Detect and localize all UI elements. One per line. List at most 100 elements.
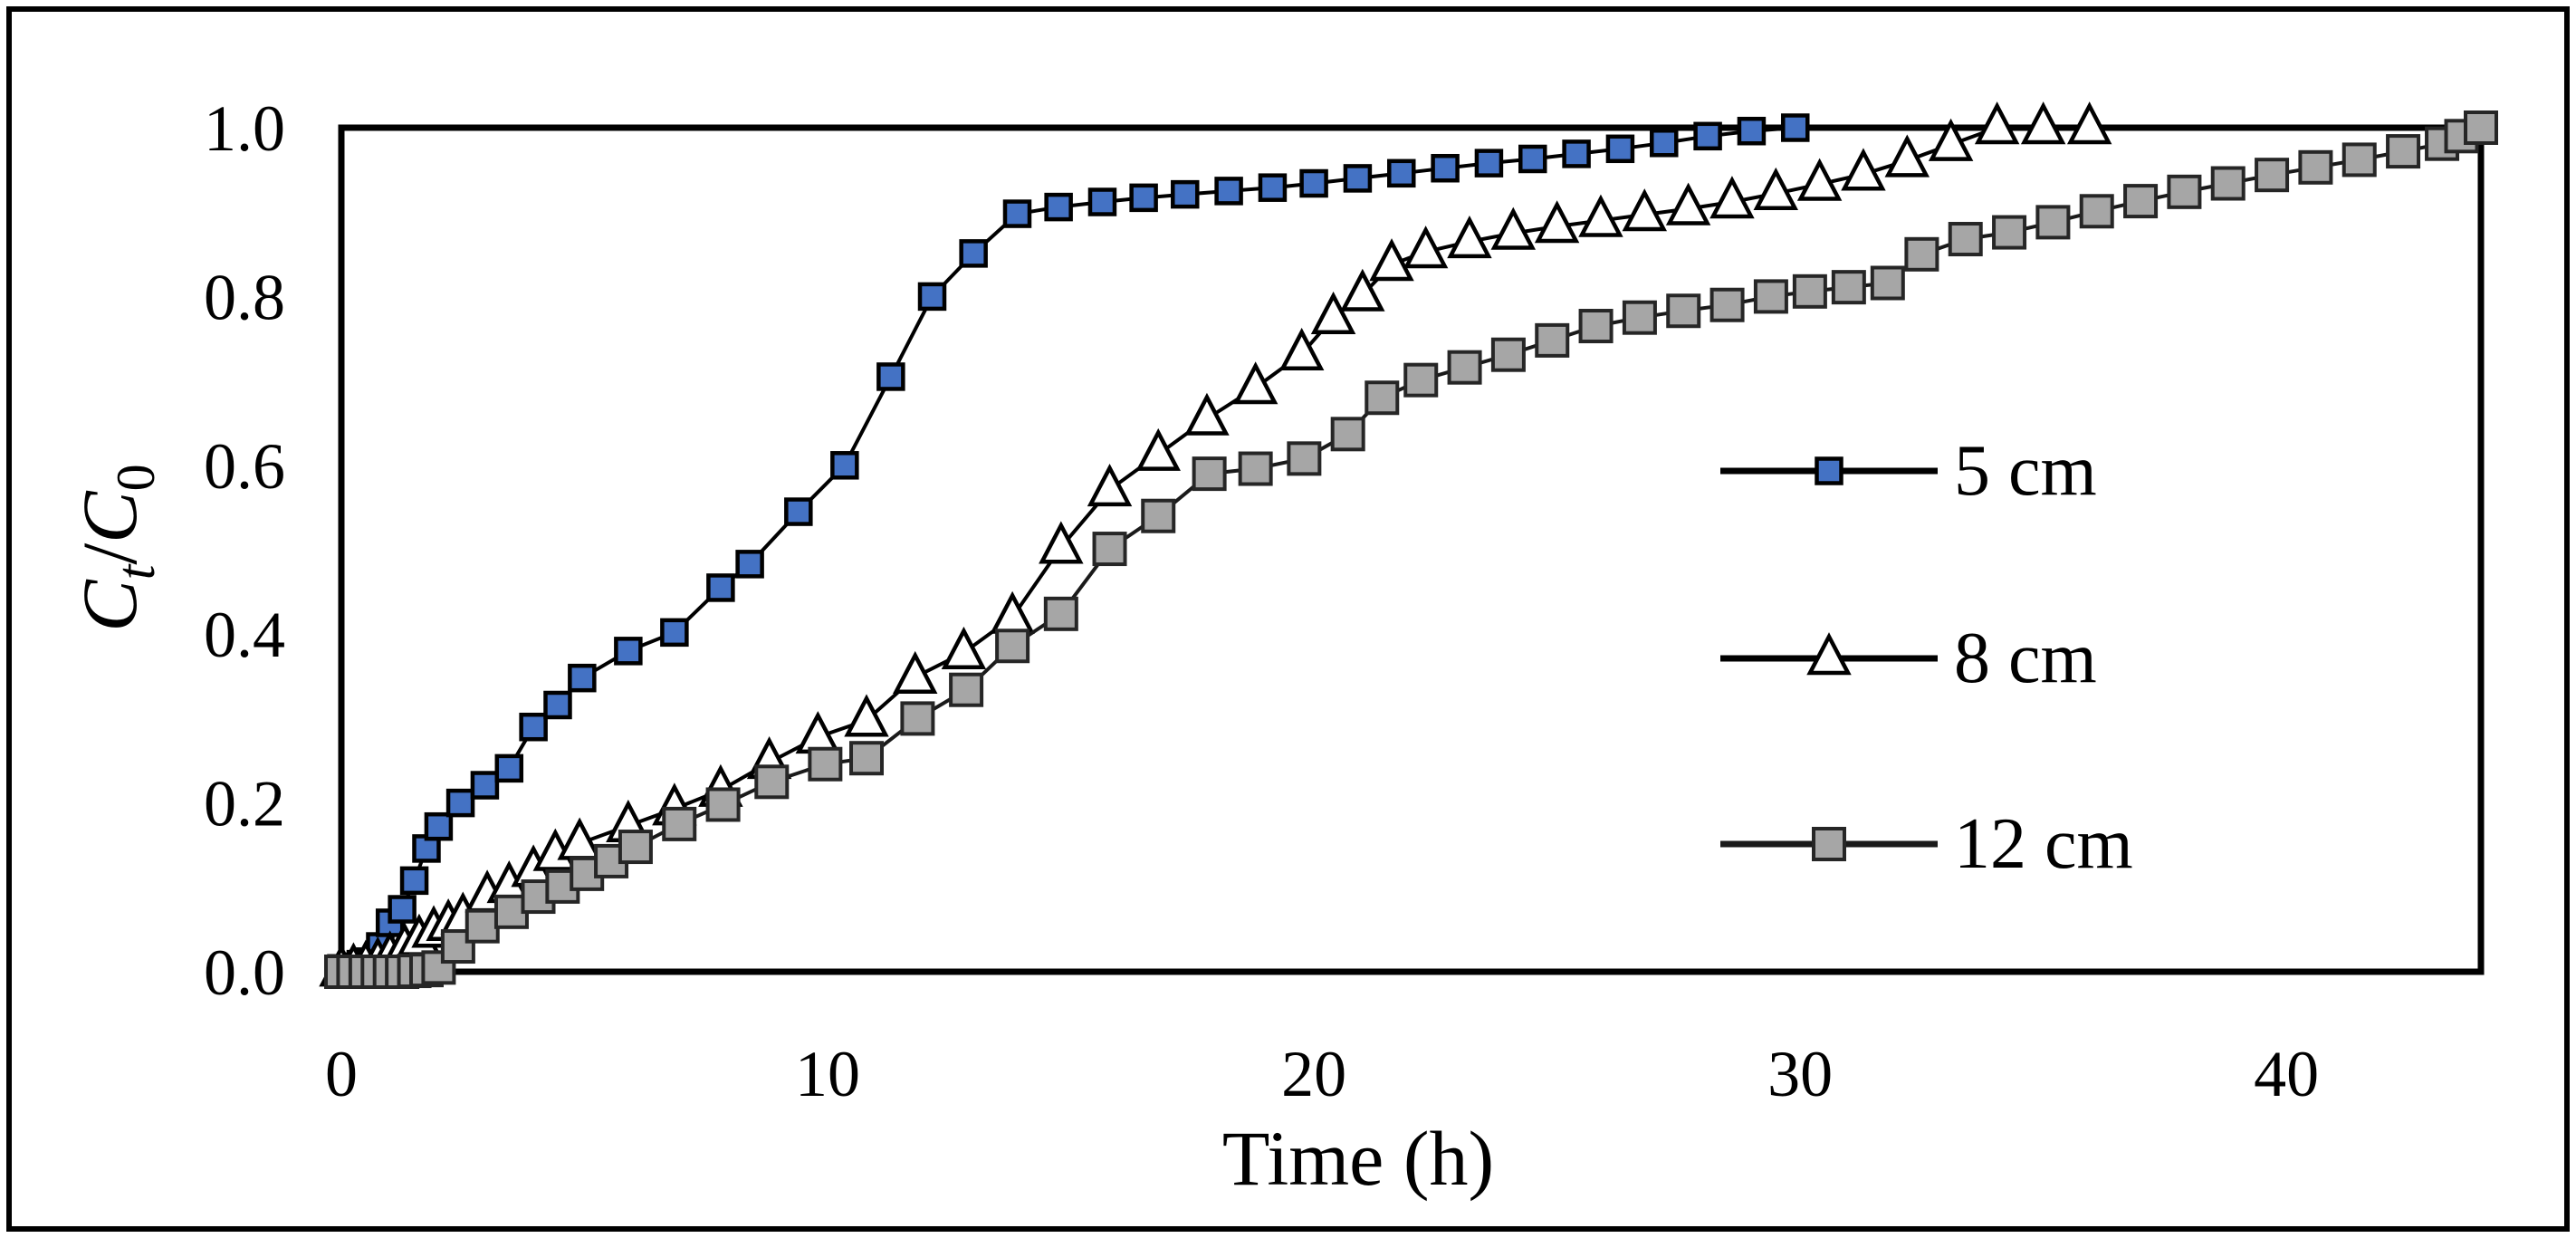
data-point-marker [754, 764, 790, 800]
y-axis-title: Ct/C0 [66, 464, 166, 631]
data-point-marker [2210, 166, 2246, 201]
data-point-marker [1578, 194, 1623, 237]
data-point-marker [2341, 142, 2377, 178]
x-axis-title: Time (h) [1222, 1115, 1494, 1202]
data-point-marker [568, 663, 597, 693]
data-point-marker [2386, 134, 2421, 169]
data-point-marker [1753, 167, 1799, 210]
data-point-marker [1693, 121, 1722, 151]
legend-marker [1806, 632, 1852, 676]
data-point-marker [388, 895, 417, 924]
data-point-marker [1403, 226, 1449, 269]
legend-label: 8 cm [1954, 619, 2097, 698]
data-point-marker [2035, 205, 2071, 240]
x-tick-label: 20 [1281, 1038, 1346, 1110]
y-axis-title-part: 0 [106, 464, 166, 491]
data-point-marker [1709, 287, 1745, 322]
data-point-marker [399, 866, 429, 896]
data-point-marker [1792, 274, 1827, 309]
data-point-marker [1387, 158, 1416, 188]
data-point-marker [1135, 427, 1181, 471]
data-point-marker [892, 650, 938, 694]
data-point-marker [1403, 362, 1439, 398]
y-axis-title-part: C [66, 579, 153, 632]
data-point-marker [735, 550, 764, 579]
data-point-marker [1622, 300, 1657, 335]
data-point-marker [1087, 187, 1117, 216]
data-point-marker [519, 712, 548, 742]
y-tick-label: 0.2 [204, 768, 285, 840]
data-point-marker [1044, 192, 1073, 222]
x-axis-ticks: 0 10 20 30 40 [325, 1038, 2319, 1110]
data-point-marker [1928, 118, 1974, 161]
data-point-marker [706, 573, 735, 602]
data-point-marker [995, 629, 1030, 664]
y-axis-title-part: / [66, 543, 153, 565]
x-tick-label: 30 [1767, 1038, 1833, 1110]
data-point-marker [1534, 200, 1580, 244]
data-point-marker [1665, 182, 1711, 226]
data-point-marker [959, 239, 988, 268]
x-tick-label: 10 [795, 1038, 860, 1110]
data-point-marker [1192, 456, 1227, 492]
y-axis-ticks: 0.0 0.2 0.4 0.6 0.8 1.0 [204, 92, 285, 1009]
data-point-marker [1141, 498, 1176, 533]
legend-marker [1815, 456, 1843, 485]
data-point-marker [1650, 129, 1679, 158]
data-point-marker [844, 694, 889, 737]
data-point-marker [1238, 451, 1273, 486]
data-point-marker [2079, 194, 2114, 229]
data-point-marker [1447, 215, 1492, 259]
data-point-marker [2123, 184, 2159, 219]
data-point-marker [1369, 238, 1414, 282]
legend-entry-12-cm: 12 cm [1720, 804, 2133, 884]
series-12-cm [324, 110, 2498, 989]
y-tick-label: 1.0 [204, 92, 285, 165]
legend-entry-8-cm: 8 cm [1720, 619, 2097, 698]
data-point-marker [1562, 139, 1591, 168]
data-point-marker [2255, 158, 2290, 193]
data-point-marker [1278, 327, 1325, 371]
legend-label: 12 cm [1954, 804, 2133, 884]
data-point-marker [2298, 149, 2333, 185]
data-point-marker [2464, 110, 2498, 145]
data-point-marker [1992, 215, 2027, 250]
data-point-marker [705, 787, 741, 822]
data-point-marker [618, 830, 653, 865]
data-point-marker [1330, 417, 1365, 452]
legend-label: 5 cm [1954, 431, 2097, 511]
data-point-marker [830, 451, 859, 480]
legend-marker [1812, 827, 1846, 861]
x-tick-label: 40 [2254, 1038, 2319, 1110]
data-point-marker [1518, 144, 1547, 174]
y-tick-label: 0.0 [204, 936, 285, 1009]
data-point-marker [1753, 279, 1788, 314]
data-point-marker [470, 771, 500, 800]
data-point-marker [1431, 153, 1460, 183]
data-point-marker [849, 741, 885, 776]
data-point-marker [1092, 532, 1127, 567]
data-point-marker [784, 497, 813, 526]
data-point-marker [1605, 134, 1635, 164]
series-layer [319, 101, 2498, 989]
x-tick-label: 0 [325, 1038, 358, 1110]
data-point-marker [2020, 101, 2066, 145]
data-point-marker [1578, 309, 1614, 344]
data-point-marker [1299, 168, 1328, 198]
data-point-marker [1365, 380, 1400, 416]
data-point-marker [1184, 392, 1230, 436]
data-point-marker [1535, 322, 1570, 358]
data-point-marker [1043, 596, 1078, 631]
data-point-marker [1796, 158, 1843, 201]
data-point-marker [1039, 521, 1084, 564]
data-point-marker [1870, 265, 1905, 301]
data-point-marker [941, 626, 987, 669]
data-point-marker [1343, 164, 1373, 193]
data-point-marker [949, 672, 984, 707]
data-point-marker [1474, 149, 1504, 178]
data-point-marker [1904, 236, 1939, 272]
data-point-marker [917, 282, 947, 312]
data-point-marker [1171, 179, 1200, 209]
